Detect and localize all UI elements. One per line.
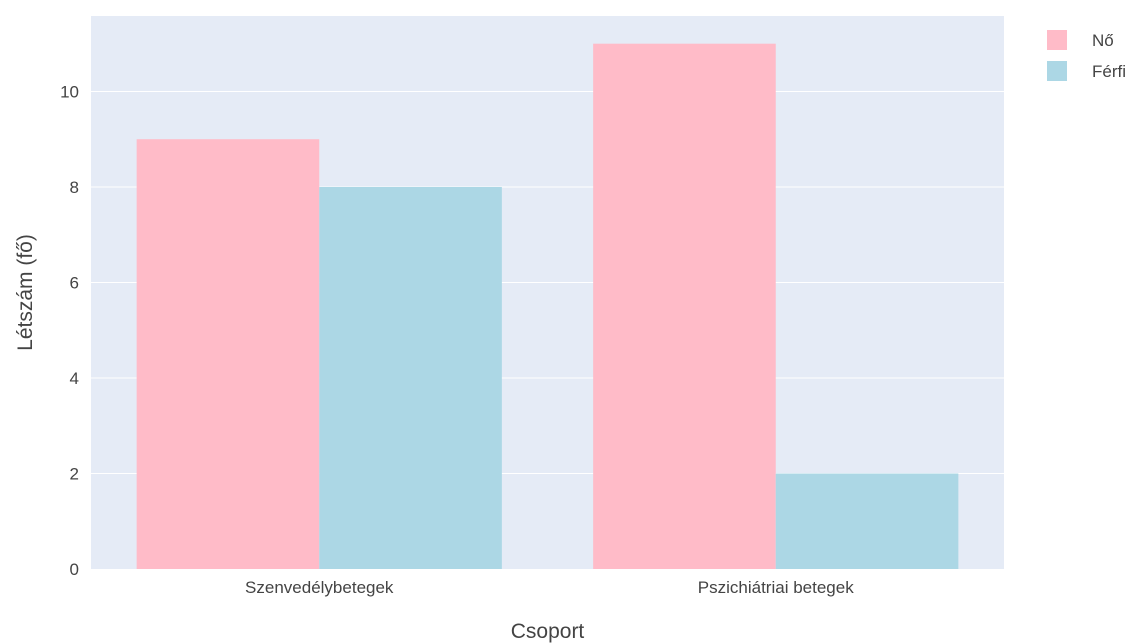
- y-axis-ticks: 0 2 4 6 8 10: [60, 82, 79, 579]
- bar-Nő-1[interactable]: [593, 43, 776, 569]
- bar-Nő-0[interactable]: [136, 139, 320, 569]
- x-axis-title: Csoport: [511, 620, 585, 643]
- y-tick-label: 8: [70, 178, 79, 197]
- legend-item-Férfi[interactable]: Férfi: [1047, 61, 1126, 81]
- bar-Férfi-1[interactable]: [775, 473, 959, 569]
- y-axis-title: Létszám (fő): [14, 234, 37, 351]
- y-tick-label: 10: [60, 82, 79, 101]
- bar-Férfi-0[interactable]: [319, 186, 502, 569]
- y-tick-label: 2: [70, 464, 79, 483]
- legend-swatch: [1047, 61, 1067, 81]
- y-tick-label: 6: [70, 273, 79, 292]
- legend-label: Férfi: [1092, 62, 1126, 81]
- x-tick-label: Pszichiátriai betegek: [698, 578, 854, 597]
- legend-item-Nő[interactable]: Nő: [1047, 30, 1114, 50]
- bars: [136, 43, 959, 569]
- legend-label: Nő: [1092, 31, 1114, 50]
- x-tick-label: Szenvedélybetegek: [245, 578, 394, 597]
- y-tick-label: 4: [70, 369, 79, 388]
- legend[interactable]: Nő Férfi: [1047, 30, 1126, 81]
- y-tick-label: 0: [70, 560, 79, 579]
- x-axis-ticks: Szenvedélybetegek Pszichiátriai betegek: [245, 578, 854, 597]
- legend-swatch: [1047, 30, 1067, 50]
